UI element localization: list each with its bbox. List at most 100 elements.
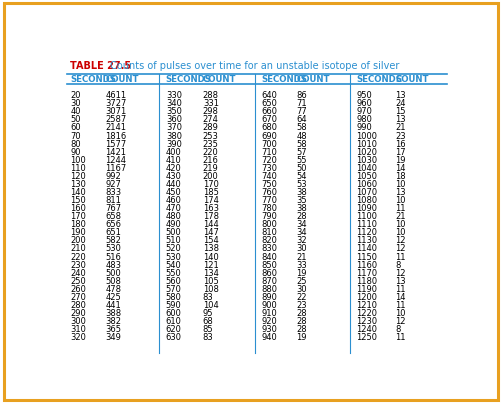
Text: 53: 53 [296,180,306,189]
Text: 21: 21 [395,123,405,133]
Text: 1816: 1816 [105,131,127,141]
Text: 14: 14 [395,293,405,302]
Text: 19: 19 [296,269,306,278]
Text: 460: 460 [165,196,181,205]
Text: 690: 690 [261,131,277,141]
Text: 480: 480 [165,212,181,221]
Text: 1244: 1244 [105,156,126,165]
Text: 140: 140 [70,188,86,197]
Text: COUNT: COUNT [105,75,139,84]
Text: 11: 11 [395,285,405,294]
Text: 50: 50 [296,164,306,173]
Text: 510: 510 [165,237,181,245]
Text: 1230: 1230 [356,317,377,326]
Text: 420: 420 [165,164,181,173]
Text: 820: 820 [261,237,277,245]
Text: 365: 365 [105,325,121,334]
Text: 17: 17 [395,147,405,157]
Text: 10: 10 [395,309,405,318]
Text: 441: 441 [105,301,121,310]
Text: 400: 400 [165,147,181,157]
Text: 160: 160 [70,204,86,213]
Text: 83: 83 [202,293,213,302]
Text: 30: 30 [296,285,306,294]
Text: 163: 163 [202,204,218,213]
Text: 28: 28 [296,325,306,334]
Text: 990: 990 [356,123,371,133]
Text: 340: 340 [165,99,181,108]
Text: 1577: 1577 [105,139,127,149]
Text: 250: 250 [70,277,86,286]
Text: 178: 178 [202,212,218,221]
Text: 2587: 2587 [105,115,127,125]
Text: 770: 770 [261,196,277,205]
Text: 590: 590 [165,301,181,310]
Text: 860: 860 [261,269,277,278]
Text: 12: 12 [395,317,405,326]
Text: 960: 960 [356,99,372,108]
Text: 380: 380 [165,131,181,141]
Text: 790: 790 [261,212,277,221]
Text: 105: 105 [202,277,218,286]
Text: 253: 253 [202,131,218,141]
Text: 440: 440 [165,180,181,189]
Text: 33: 33 [296,261,306,270]
Text: 330: 330 [165,91,181,100]
Text: 850: 850 [261,261,277,270]
Text: 700: 700 [261,139,277,149]
Text: 140: 140 [202,253,218,262]
Text: 560: 560 [165,277,181,286]
Text: 620: 620 [165,325,181,334]
Text: 580: 580 [165,293,181,302]
Text: 1120: 1120 [356,229,377,237]
Text: 220: 220 [70,253,86,262]
Text: 1250: 1250 [356,333,377,342]
Text: 289: 289 [202,123,218,133]
Text: 630: 630 [165,333,181,342]
Text: 478: 478 [105,285,121,294]
Text: 830: 830 [261,245,277,253]
Text: 170: 170 [202,180,218,189]
Text: 520: 520 [165,245,181,253]
Text: 144: 144 [202,220,218,229]
Text: 23: 23 [296,301,306,310]
Text: 104: 104 [202,301,218,310]
Text: 130: 130 [70,180,86,189]
Text: 910: 910 [261,309,277,318]
Text: 12: 12 [395,245,405,253]
Text: 110: 110 [70,164,86,173]
Text: 470: 470 [165,204,181,213]
Text: 23: 23 [395,131,405,141]
Text: 216: 216 [202,156,218,165]
Text: 430: 430 [165,172,181,181]
Text: 1040: 1040 [356,164,377,173]
Text: 200: 200 [70,237,86,245]
Text: 388: 388 [105,309,121,318]
Text: 8: 8 [395,325,400,334]
Text: 290: 290 [70,309,86,318]
Text: 38: 38 [296,204,306,213]
Text: 13: 13 [395,188,405,197]
Text: 927: 927 [105,180,121,189]
Text: 410: 410 [165,156,181,165]
Text: 12: 12 [395,237,405,245]
Text: 530: 530 [105,245,121,253]
Text: COUNT: COUNT [395,75,428,84]
Text: 38: 38 [296,188,306,197]
Text: 70: 70 [70,131,81,141]
Text: 670: 670 [261,115,277,125]
Text: 660: 660 [261,107,277,116]
Text: SECONDS: SECONDS [165,75,211,84]
Text: 1167: 1167 [105,164,127,173]
Text: 8: 8 [395,261,400,270]
Text: 58: 58 [296,123,306,133]
Text: 1030: 1030 [356,156,377,165]
Text: 582: 582 [105,237,121,245]
Text: 890: 890 [261,293,277,302]
Text: 950: 950 [356,91,371,100]
Text: 85: 85 [202,325,213,334]
Text: 1010: 1010 [356,139,377,149]
Text: 1180: 1180 [356,277,377,286]
Text: 1200: 1200 [356,293,377,302]
Text: 219: 219 [202,164,218,173]
